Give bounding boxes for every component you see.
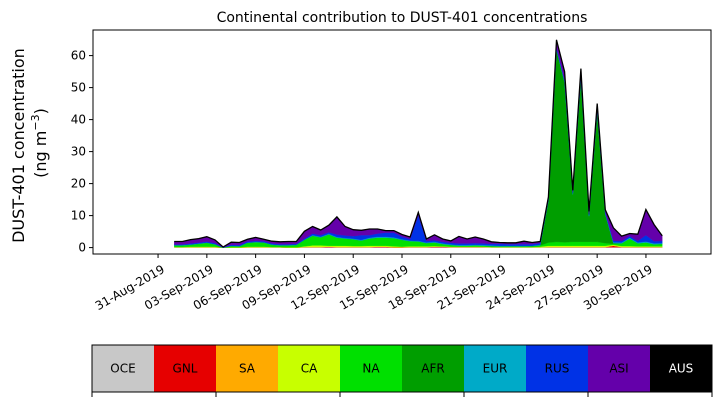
legend-swatch-sa xyxy=(216,345,279,392)
legend-label-gnl: GNL xyxy=(173,362,198,376)
legend-colorbar: OCE GNL SA CA NA AFR EUR RUS ASI AUS xyxy=(91,344,713,397)
y-axis-label-line2: (ng m−3) xyxy=(29,108,50,178)
y-axis-label-close: ) xyxy=(31,108,50,114)
y-axis-label-sup: −3 xyxy=(29,114,42,130)
legend-swatch-asi xyxy=(588,345,651,392)
legend-swatch-aus xyxy=(650,345,713,392)
legend-swatch-oce xyxy=(92,345,155,392)
y-tick-label: 10 xyxy=(71,209,86,223)
y-axis: 0 10 20 30 40 50 60 xyxy=(71,49,93,255)
legend-label-aus: AUS xyxy=(669,362,694,376)
legend-label-oce: OCE xyxy=(110,362,135,376)
legend-label-rus: RUS xyxy=(545,362,570,376)
y-tick-label: 50 xyxy=(71,81,86,95)
y-tick-label: 40 xyxy=(71,113,86,127)
legend-label-ca: CA xyxy=(301,362,318,376)
x-axis: 31-Aug-201903-Sep-201906-Sep-201909-Sep-… xyxy=(93,254,655,313)
plot-frame xyxy=(92,29,712,255)
chart-title: Continental contribution to DUST-401 con… xyxy=(217,10,588,26)
legend-swatch-na xyxy=(340,345,403,392)
legend-swatch-rus xyxy=(526,345,589,392)
legend-label-sa: SA xyxy=(239,362,256,376)
y-tick-label: 60 xyxy=(71,49,86,63)
legend-border xyxy=(91,344,713,393)
total-outline xyxy=(174,39,663,248)
legend-label-eur: EUR xyxy=(483,362,508,376)
stacked-areas xyxy=(174,39,663,248)
y-tick-label: 30 xyxy=(71,145,86,159)
plot-border xyxy=(92,29,712,255)
legend-label-asi: ASI xyxy=(609,362,628,376)
y-tick-label: 0 xyxy=(78,241,86,255)
y-axis-label-line1: DUST-401 concentration xyxy=(9,48,28,243)
legend-swatch-ca xyxy=(278,345,341,392)
legend-swatch-eur xyxy=(464,345,527,392)
legend-swatch-gnl xyxy=(154,345,217,392)
y-axis-label-unit: (ng m xyxy=(31,131,50,178)
y-axis-label: DUST-401 concentration (ng m−3) xyxy=(9,43,50,243)
legend-label-afr: AFR xyxy=(421,362,444,376)
legend-label-na: NA xyxy=(362,362,380,376)
y-tick-label: 20 xyxy=(71,177,86,191)
legend-swatch-afr xyxy=(402,345,465,392)
